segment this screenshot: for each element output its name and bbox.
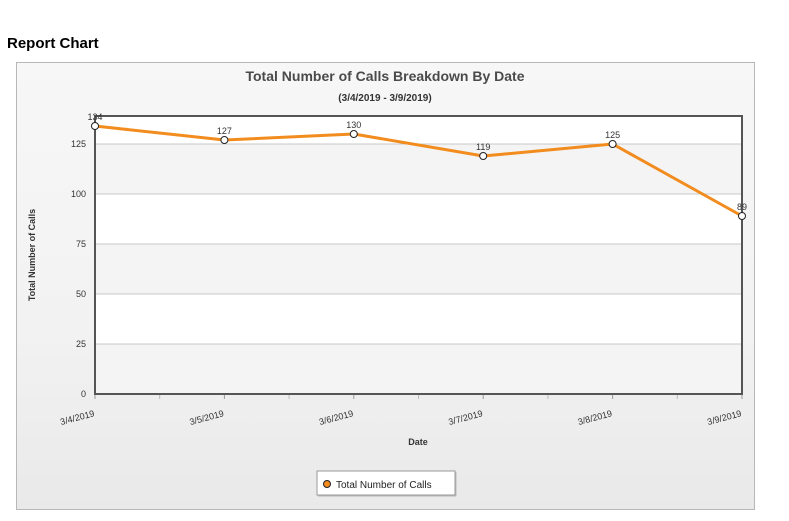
plot-band xyxy=(95,244,742,294)
y-tick-label: 0 xyxy=(81,389,86,399)
plot-area-border xyxy=(94,115,743,395)
plot-band xyxy=(95,344,742,394)
y-tick-label: 100 xyxy=(71,189,86,199)
data-point xyxy=(608,140,617,148)
y-tick-label: 25 xyxy=(76,339,86,349)
grid-lines xyxy=(95,143,742,345)
plot-band xyxy=(95,116,742,144)
x-axis-ticks: 3/4/2019 3/5/2019 3/6/2019 3/7/2019 3/8/2019… xyxy=(59,395,743,427)
legend: Total Number of Calls xyxy=(316,470,457,497)
chart-subtitle: (3/4/2019 - 3/9/2019) xyxy=(338,93,431,104)
x-tick-label: 3/6/2019 xyxy=(318,408,354,427)
legend-marker xyxy=(323,480,331,488)
plot-band xyxy=(95,194,742,244)
data-label: 89 xyxy=(737,202,747,212)
y-axis-ticks: 0 25 50 75 100 125 xyxy=(71,139,86,399)
chart-title: Total Number of Calls Breakdown By Date xyxy=(245,68,524,84)
page-title: Report Chart xyxy=(7,35,99,52)
x-tick-label: 3/9/2019 xyxy=(706,408,742,427)
data-point xyxy=(738,212,746,220)
data-label: 119 xyxy=(476,142,490,152)
x-tick-label: 3/7/2019 xyxy=(447,408,483,427)
series-layer: 134 127 130 119 125 89 xyxy=(87,112,747,220)
data-point xyxy=(220,136,229,144)
data-label: 127 xyxy=(217,126,232,136)
data-label: 125 xyxy=(605,130,620,140)
y-axis-label: Total Number of Calls xyxy=(27,209,37,301)
x-axis-label: Date xyxy=(408,437,428,447)
data-label: 134 xyxy=(87,112,102,122)
plot-band xyxy=(95,144,742,194)
data-label: 130 xyxy=(346,120,361,130)
plot-bands xyxy=(95,116,742,394)
legend-label: Total Number of Calls xyxy=(336,480,432,491)
y-tick-label: 50 xyxy=(76,289,86,299)
legend-box xyxy=(316,470,456,496)
data-point xyxy=(349,130,358,138)
x-tick-label: 3/8/2019 xyxy=(577,408,613,427)
y-tick-label: 75 xyxy=(76,239,86,249)
x-tick-label: 3/5/2019 xyxy=(188,408,224,427)
data-point xyxy=(91,122,99,130)
data-point xyxy=(479,152,488,160)
series-line xyxy=(94,124,743,218)
y-tick-label: 125 xyxy=(71,139,86,149)
plot-band xyxy=(95,294,742,344)
x-tick-label: 3/4/2019 xyxy=(59,408,95,427)
